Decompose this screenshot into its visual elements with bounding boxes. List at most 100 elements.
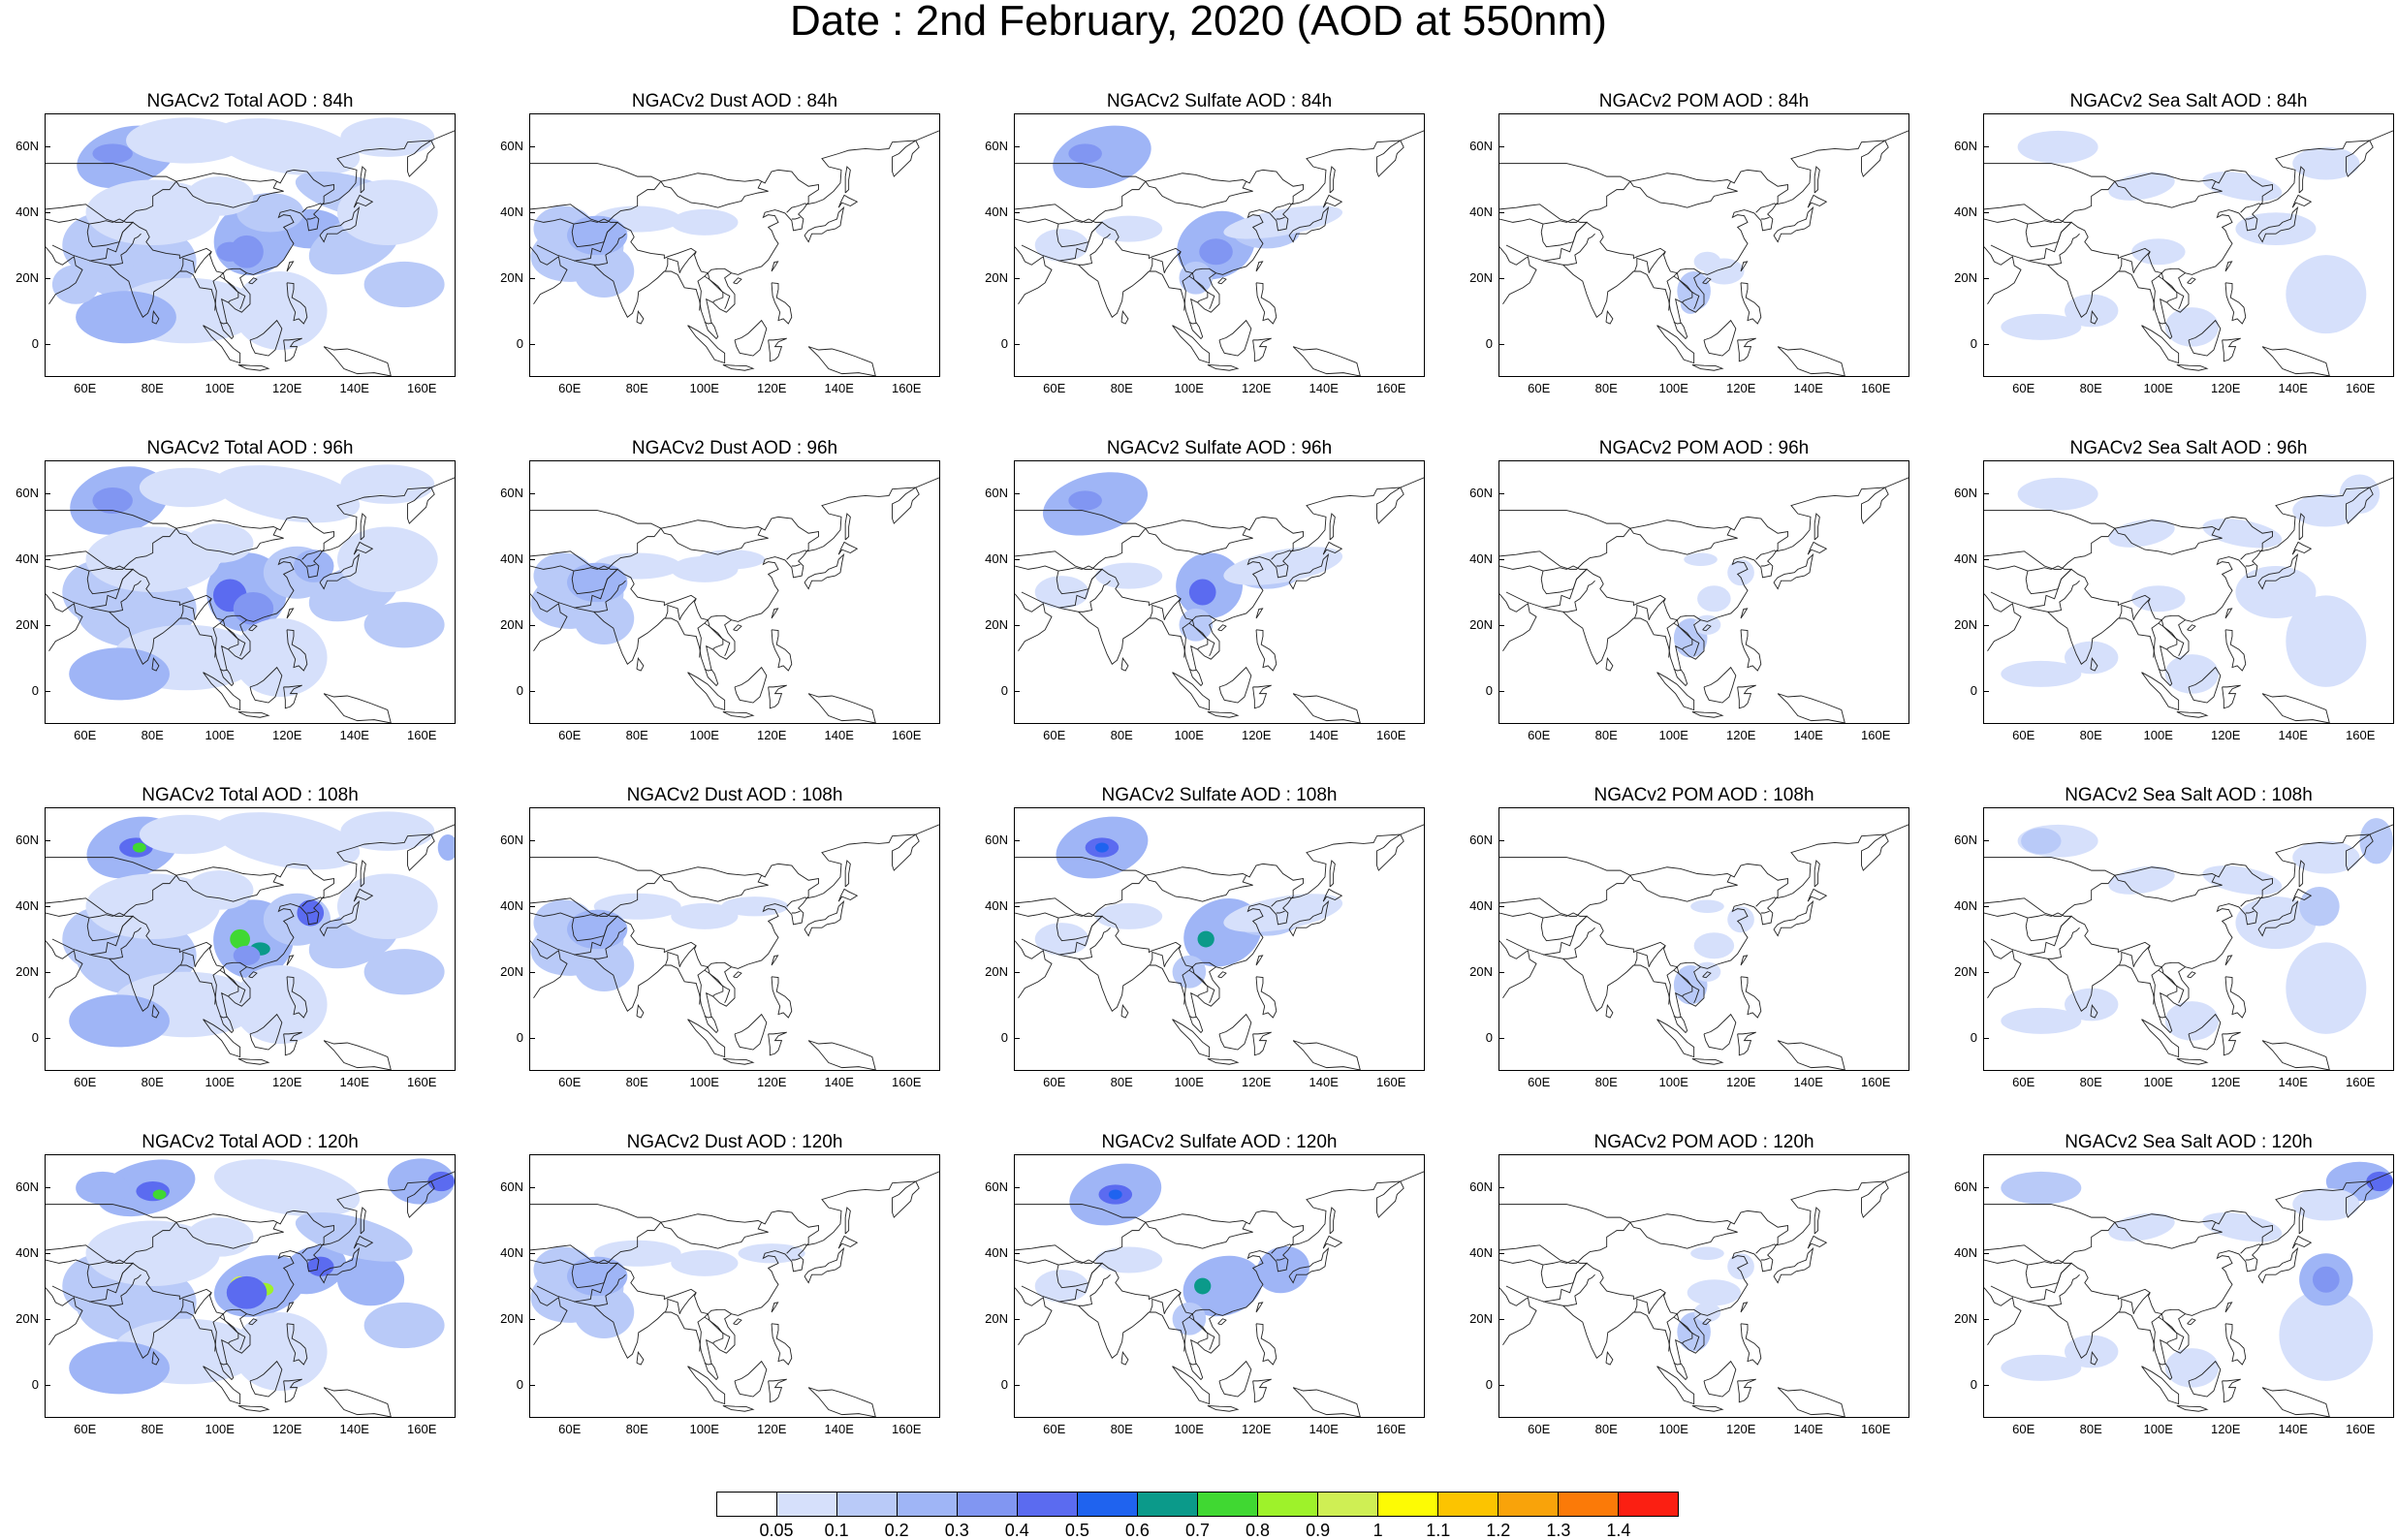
coastline-path xyxy=(2151,271,2178,311)
x-tick-label: 140E xyxy=(1309,381,1339,395)
map-plot-area xyxy=(1498,113,1909,377)
aod-contour xyxy=(2065,641,2119,675)
aod-contour xyxy=(2202,519,2283,549)
coastline-path xyxy=(1740,282,1762,325)
aod-contour xyxy=(567,909,628,950)
coastline-path xyxy=(1984,1259,2029,1266)
colorbar-swatch xyxy=(1438,1493,1498,1516)
x-tick-label: 60E xyxy=(1528,728,1551,742)
x-tick-label: 80E xyxy=(625,1075,648,1089)
y-tick xyxy=(529,906,535,907)
coastline-path xyxy=(319,205,361,243)
coastline-path xyxy=(1218,666,1252,704)
y-tick xyxy=(1498,212,1504,213)
x-tick-label: 80E xyxy=(141,381,164,395)
aod-contour xyxy=(1095,902,1163,929)
coastline-path xyxy=(249,319,283,357)
map-svg xyxy=(1499,477,1908,723)
y-tick-label: 20N xyxy=(16,270,39,285)
coastline-path xyxy=(2291,1235,2313,1249)
aod-contour xyxy=(336,873,438,939)
coastline-path xyxy=(2291,888,2313,902)
x-tick-label: 100E xyxy=(2143,1075,2173,1089)
coastline-path xyxy=(1605,1351,1614,1366)
aod-field xyxy=(2001,474,2381,694)
coastline-path xyxy=(1542,221,1701,274)
coastline-path xyxy=(1777,1040,1845,1070)
coastline-path xyxy=(353,888,374,902)
x-tick-label: 80E xyxy=(1110,1075,1133,1089)
aod-contour xyxy=(437,834,455,861)
coastline-path xyxy=(1150,257,1165,273)
y-tick xyxy=(1498,906,1504,907)
coastline-path xyxy=(1702,277,1712,285)
coastline-path xyxy=(1172,1366,1211,1405)
map-panel: NGACv2 Total AOD : 108h 60N 40N 20N 0 60E 80E 1… xyxy=(4,785,456,1115)
coastline-path xyxy=(1691,364,1724,371)
coastline-path xyxy=(1673,321,1682,325)
aod-contour xyxy=(1677,1312,1711,1352)
aod-contour xyxy=(2312,1266,2340,1293)
coastline-path xyxy=(1673,622,1700,657)
colorbar-label: 0.1 xyxy=(824,1521,849,1540)
x-tick-label: 100E xyxy=(1174,728,1204,742)
y-tick-label: 40N xyxy=(500,898,523,913)
coastline-path xyxy=(1150,1298,1165,1314)
x-tick-label: 60E xyxy=(2012,1075,2035,1089)
y-tick xyxy=(529,344,535,345)
map-svg xyxy=(530,477,939,723)
aod-contour xyxy=(567,215,628,256)
coastline-path xyxy=(687,1366,726,1405)
coastline-path xyxy=(2224,261,2233,272)
coastline-path xyxy=(219,1316,246,1351)
y-tick-label: 40N xyxy=(500,1245,523,1260)
coastline-path xyxy=(1740,608,1749,619)
coastline-path xyxy=(1777,346,1845,376)
aod-contour xyxy=(233,945,261,965)
coastlines xyxy=(1015,477,1424,723)
coastline-path xyxy=(734,666,768,704)
coastline-path xyxy=(151,310,160,325)
coastline-path xyxy=(1276,910,1285,914)
aod-contour xyxy=(2164,654,2220,694)
coastline-path xyxy=(1255,1323,1277,1366)
coastline-path xyxy=(1255,955,1264,966)
coastline-path xyxy=(1760,910,1770,914)
coastline-path xyxy=(704,321,712,325)
y-tick xyxy=(45,1385,50,1386)
coastline-path xyxy=(180,1298,196,1314)
coastline-path xyxy=(1057,1262,1216,1315)
coastline-path xyxy=(573,568,732,621)
coastline-path xyxy=(1777,1387,1845,1417)
coastline-path xyxy=(704,969,731,1004)
y-tick-label: 20N xyxy=(500,270,523,285)
map-svg xyxy=(46,1158,455,1417)
x-tick-label: 100E xyxy=(689,381,719,395)
coastline-path xyxy=(1322,1235,1343,1249)
coastline-path xyxy=(2151,1312,2178,1352)
panel-title: NGACv2 Total AOD : 84h xyxy=(146,91,354,111)
x-tick-label: 160E xyxy=(1861,728,1891,742)
coastline-path xyxy=(665,1298,680,1314)
coastline-path xyxy=(2158,1015,2166,1019)
y-tick-label: 0 xyxy=(1000,683,1008,698)
colorbar-label: 0.6 xyxy=(1124,1521,1150,1540)
coastline-path xyxy=(109,233,142,266)
y-tick xyxy=(529,146,535,147)
coastline-path xyxy=(1634,257,1650,273)
x-tick-label: 160E xyxy=(892,1422,922,1436)
y-tick xyxy=(1498,840,1504,841)
y-tick-label: 20N xyxy=(500,1311,523,1326)
map-panel: NGACv2 Total AOD : 96h 60N 40N 20N 0 60E 80E 10… xyxy=(4,438,456,768)
aod-contour xyxy=(1095,562,1163,589)
coastline-path xyxy=(1329,1207,1336,1235)
aod-contour xyxy=(233,965,328,1044)
main-title: Date : 2nd February, 2020 (AOD at 550nm) xyxy=(790,0,1607,45)
y-tick xyxy=(1983,972,1989,973)
coastline-path xyxy=(1984,246,2022,305)
coastline-path xyxy=(2119,604,2134,620)
coastline-path xyxy=(1814,1207,1820,1235)
aod-field xyxy=(530,893,789,991)
aod-contour xyxy=(2279,1289,2374,1381)
x-tick-label: 120E xyxy=(272,1422,302,1436)
